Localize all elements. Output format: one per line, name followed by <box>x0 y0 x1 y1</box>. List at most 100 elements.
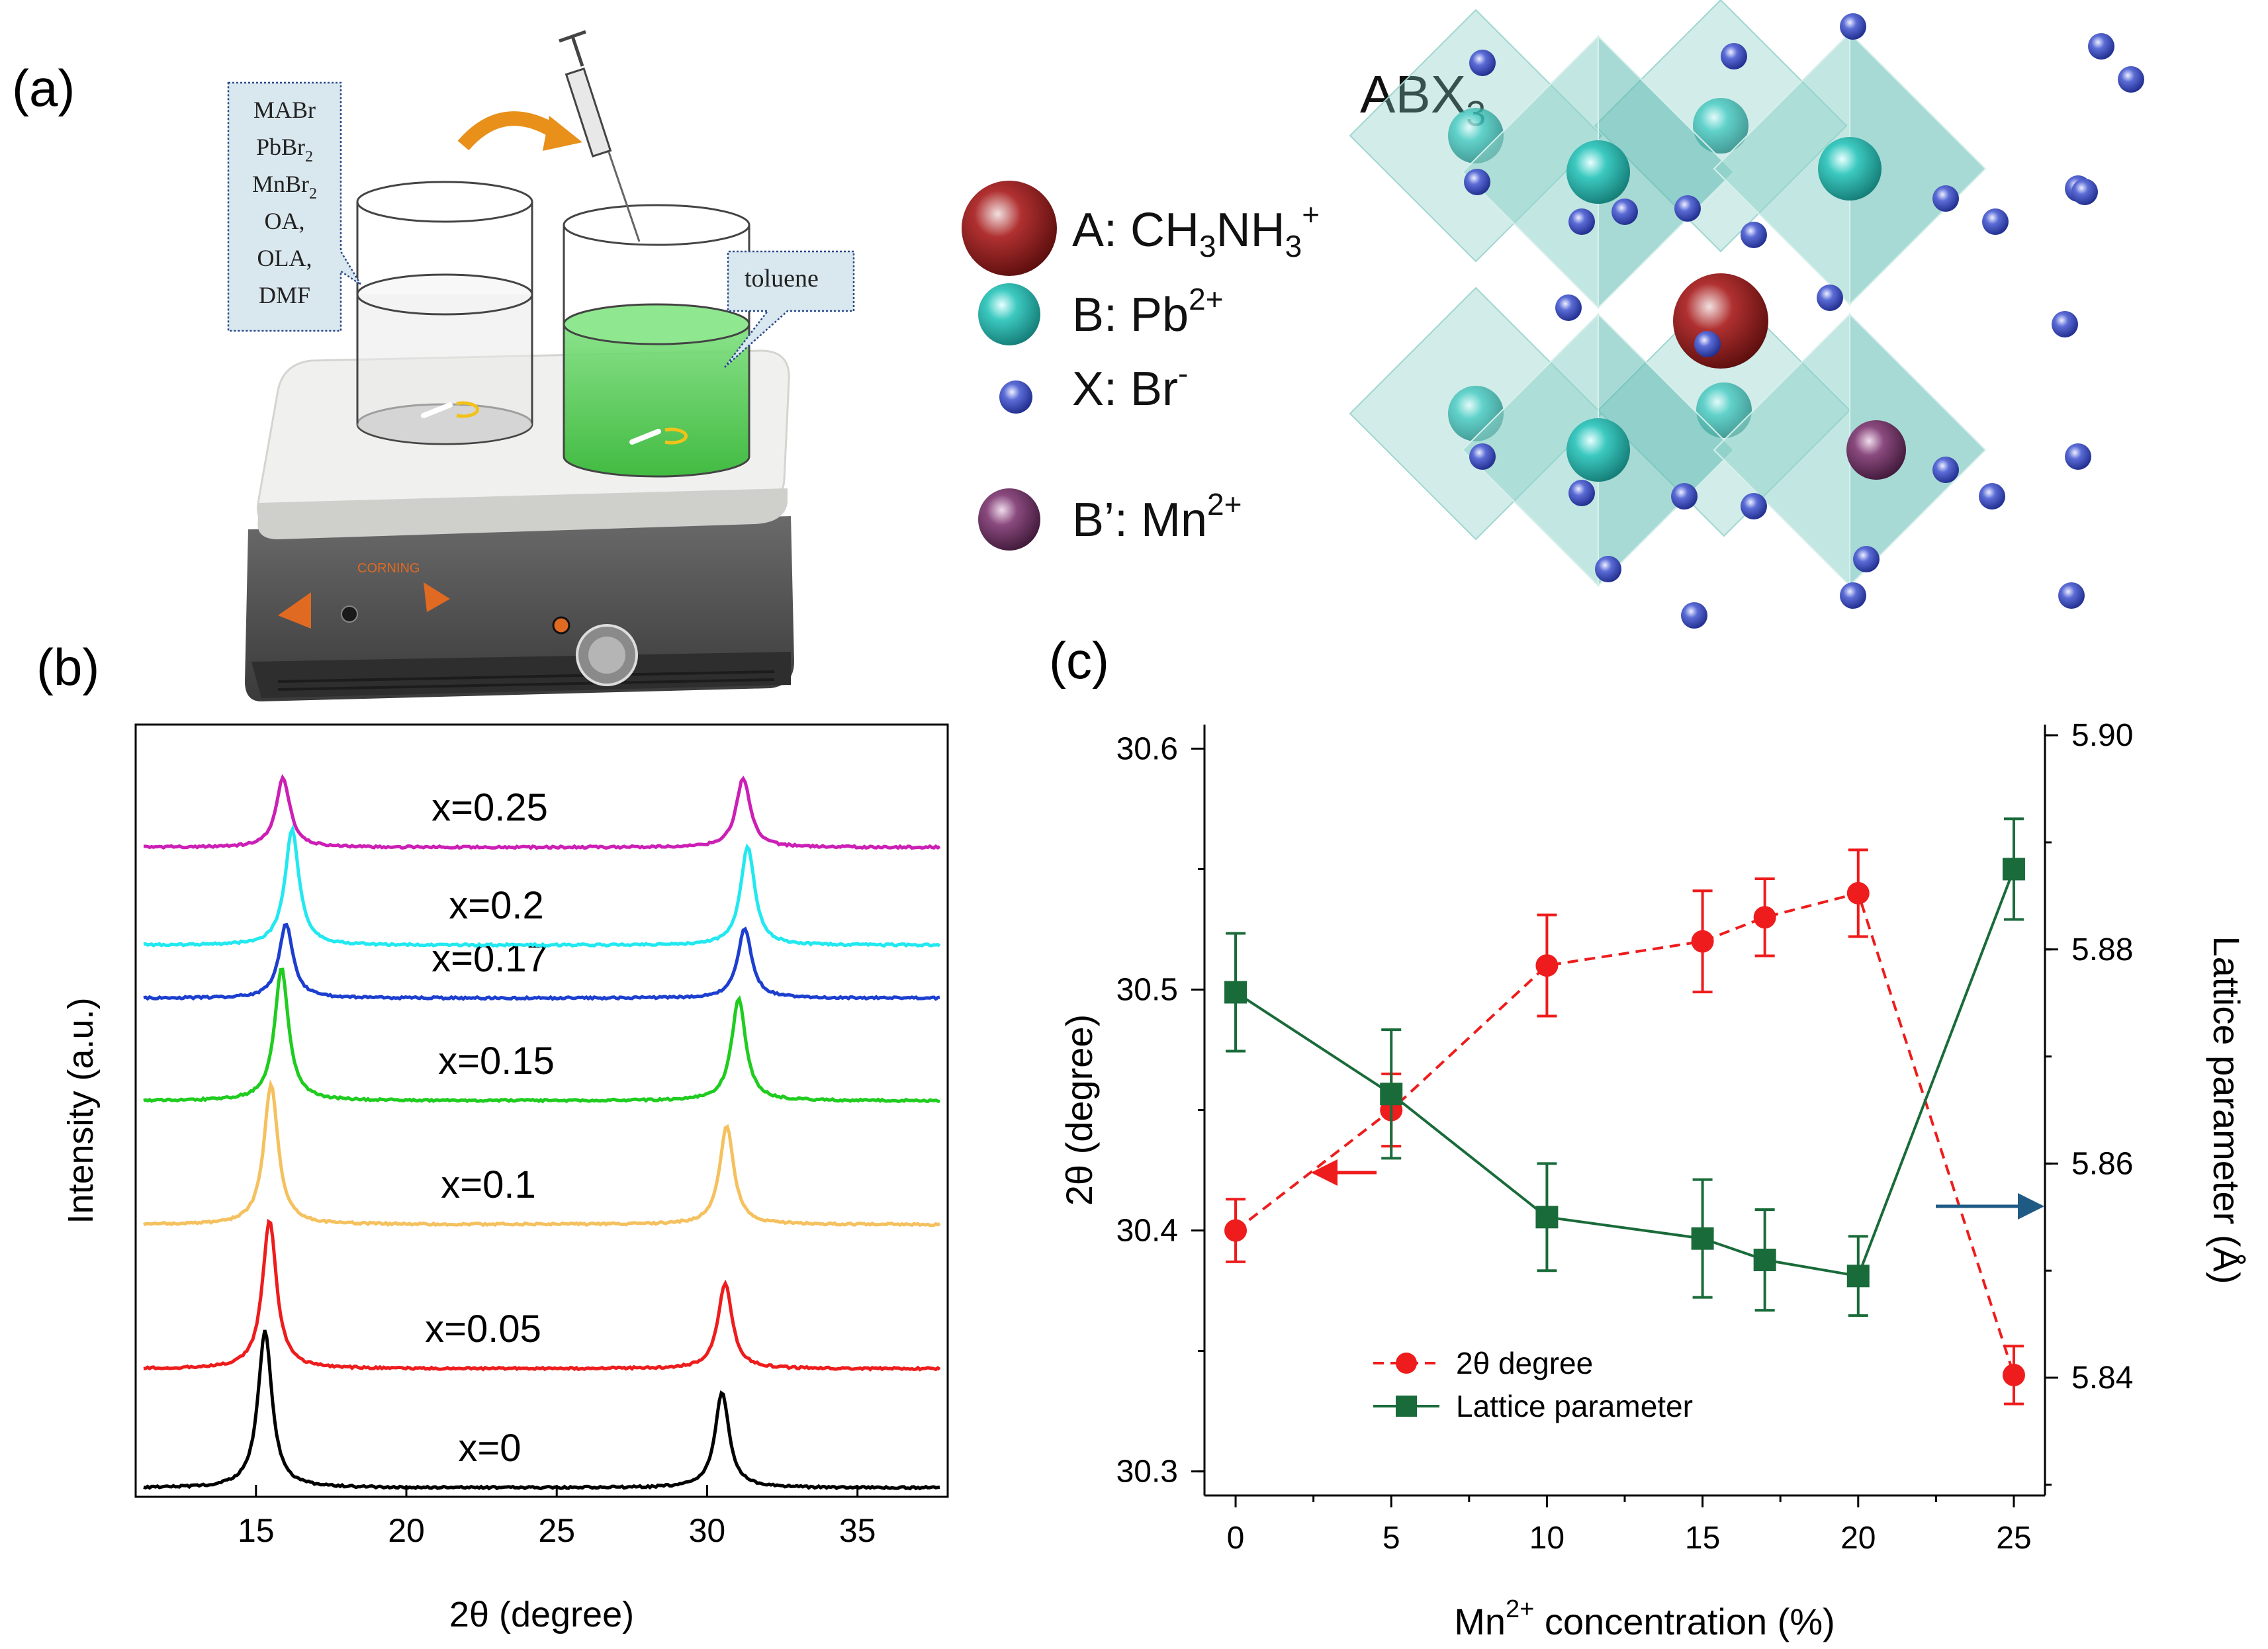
toluene-callout: toluene <box>724 250 855 368</box>
x-tick-label: 25 <box>538 1512 575 1549</box>
data-point <box>1846 881 1870 905</box>
xrd-series-line <box>143 824 941 948</box>
series-label: x=0.25 <box>431 786 548 829</box>
br-atom <box>1840 13 1866 40</box>
br-atom <box>1721 43 1747 69</box>
br-atom <box>1555 294 1582 321</box>
data-point <box>1753 906 1776 929</box>
legend-a-label: A: CH3NH3+ <box>1072 197 1320 263</box>
perovskite-structure <box>1349 0 2144 629</box>
syringe <box>559 30 641 242</box>
pb-atom <box>1693 98 1748 154</box>
beaker-toluene <box>563 204 750 478</box>
x-axis-label: Mn2+ concentration (%) <box>1454 1595 1835 1642</box>
precursor-line: OA, <box>265 208 305 234</box>
br-atom <box>1932 457 1959 483</box>
br-atom <box>1469 50 1496 76</box>
lattice-chart: 0 5 10 15 20 25 30.3 30.4 30.5 30.6 5.84 5.86 5.88 5.… <box>1058 718 2247 1642</box>
br-atom <box>1568 208 1595 235</box>
y2-tick-label: 5.90 <box>2071 718 2133 753</box>
br-atom <box>1840 582 1866 609</box>
br-atom <box>1694 331 1721 357</box>
series-line <box>1234 891 2015 1376</box>
br-atom <box>1469 443 1496 470</box>
legend-b-label: B: Pb2+ <box>1072 282 1224 341</box>
y-tick-label: 30.5 <box>1116 972 1178 1007</box>
data-point <box>1691 1227 1714 1250</box>
precursor-line: OLA, <box>257 245 312 271</box>
br-atom <box>1853 546 1880 572</box>
legend-x-sphere <box>999 380 1032 414</box>
panel-label-a: (a) <box>12 59 75 117</box>
legend-b-sphere <box>978 283 1040 345</box>
xrd-chart: 15 20 25 30 35 2θ (degree) Intensity (a.u.) x=0… <box>61 723 949 1634</box>
transfer-arrow <box>457 111 560 151</box>
y-axis-label: 2θ (degree) <box>1058 1014 1100 1206</box>
xrd-series-line <box>143 1218 941 1372</box>
legend-a-sphere <box>962 181 1057 276</box>
data-point <box>1846 1265 1870 1288</box>
br-atom <box>2052 311 2078 337</box>
y-tick-label: 30.3 <box>1116 1454 1178 1490</box>
series-label: x=0.2 <box>449 884 544 927</box>
br-atom <box>1464 169 1490 195</box>
pb-atom <box>1566 140 1630 204</box>
x-tick-label: 5 <box>1383 1521 1400 1556</box>
xrd-series-line <box>144 774 941 851</box>
synthesis-illustration: CORNING <box>227 30 855 701</box>
x-tick-label: 35 <box>839 1512 876 1549</box>
precursor-line: PbBr2 <box>256 134 313 165</box>
x-axis-label: 2θ (degree) <box>449 1595 634 1634</box>
legend-label: 2θ degree <box>1456 1346 1593 1380</box>
mn-atom <box>1846 420 1906 480</box>
data-point <box>1380 1083 1403 1106</box>
data-point <box>2002 1363 2025 1386</box>
legend-marker <box>1396 1396 1417 1417</box>
br-atom <box>1568 480 1595 506</box>
br-atom <box>1932 185 1959 212</box>
beaker-precursor <box>356 181 533 445</box>
series-label: x=0.1 <box>441 1163 536 1206</box>
br-atom <box>1671 483 1698 510</box>
panel-label-c: (c) <box>1049 631 1109 690</box>
br-atom <box>2118 66 2144 93</box>
precursor-line: DMF <box>259 282 310 308</box>
br-atom <box>1681 602 1707 629</box>
stirrer-brand: CORNING <box>357 561 420 576</box>
y2-axis-label: Lattice parameter (Å) <box>2206 936 2247 1284</box>
precursor-line: MnBr2 <box>252 171 317 202</box>
series-line <box>1234 868 2015 1278</box>
xrd-series-line <box>143 1329 940 1491</box>
pb-atom <box>1566 418 1630 482</box>
data-point <box>1753 1249 1776 1272</box>
br-atom <box>1982 208 2009 235</box>
solvent-label: toluene <box>745 265 819 292</box>
br-atom <box>1817 285 1843 311</box>
x-tick-label: 15 <box>1685 1521 1720 1556</box>
x-tick-label: 20 <box>388 1512 425 1549</box>
plot-frame <box>134 723 949 1498</box>
x-tick-label: 0 <box>1227 1521 1245 1556</box>
pb-atom <box>1696 382 1752 438</box>
data-point <box>1224 981 1247 1004</box>
data-point <box>1535 954 1559 977</box>
br-atom <box>1674 195 1701 222</box>
series-label: x=0.05 <box>425 1308 541 1351</box>
x-tick-label: 30 <box>689 1512 726 1549</box>
y-tick-label: 30.4 <box>1116 1214 1178 1249</box>
panel-label-b: (b) <box>36 638 99 696</box>
br-atom <box>1741 222 1767 248</box>
legend-marker <box>1396 1353 1417 1374</box>
br-atom <box>1979 483 2005 510</box>
xrd-series-line <box>143 1079 941 1227</box>
precursor-callout: MABr PbBr2 MnBr2 OA, OLA, DMF <box>227 81 362 332</box>
xrd-series-line <box>143 922 940 1001</box>
br-atom <box>2088 33 2114 60</box>
br-atom <box>2071 179 2098 205</box>
y2-tick-label: 5.88 <box>2071 932 2133 967</box>
ma-cation <box>1673 273 1768 369</box>
br-atom <box>2058 582 2085 609</box>
legend-bprime-sphere <box>978 488 1040 551</box>
y-axis-label: Intensity (a.u.) <box>61 997 101 1224</box>
